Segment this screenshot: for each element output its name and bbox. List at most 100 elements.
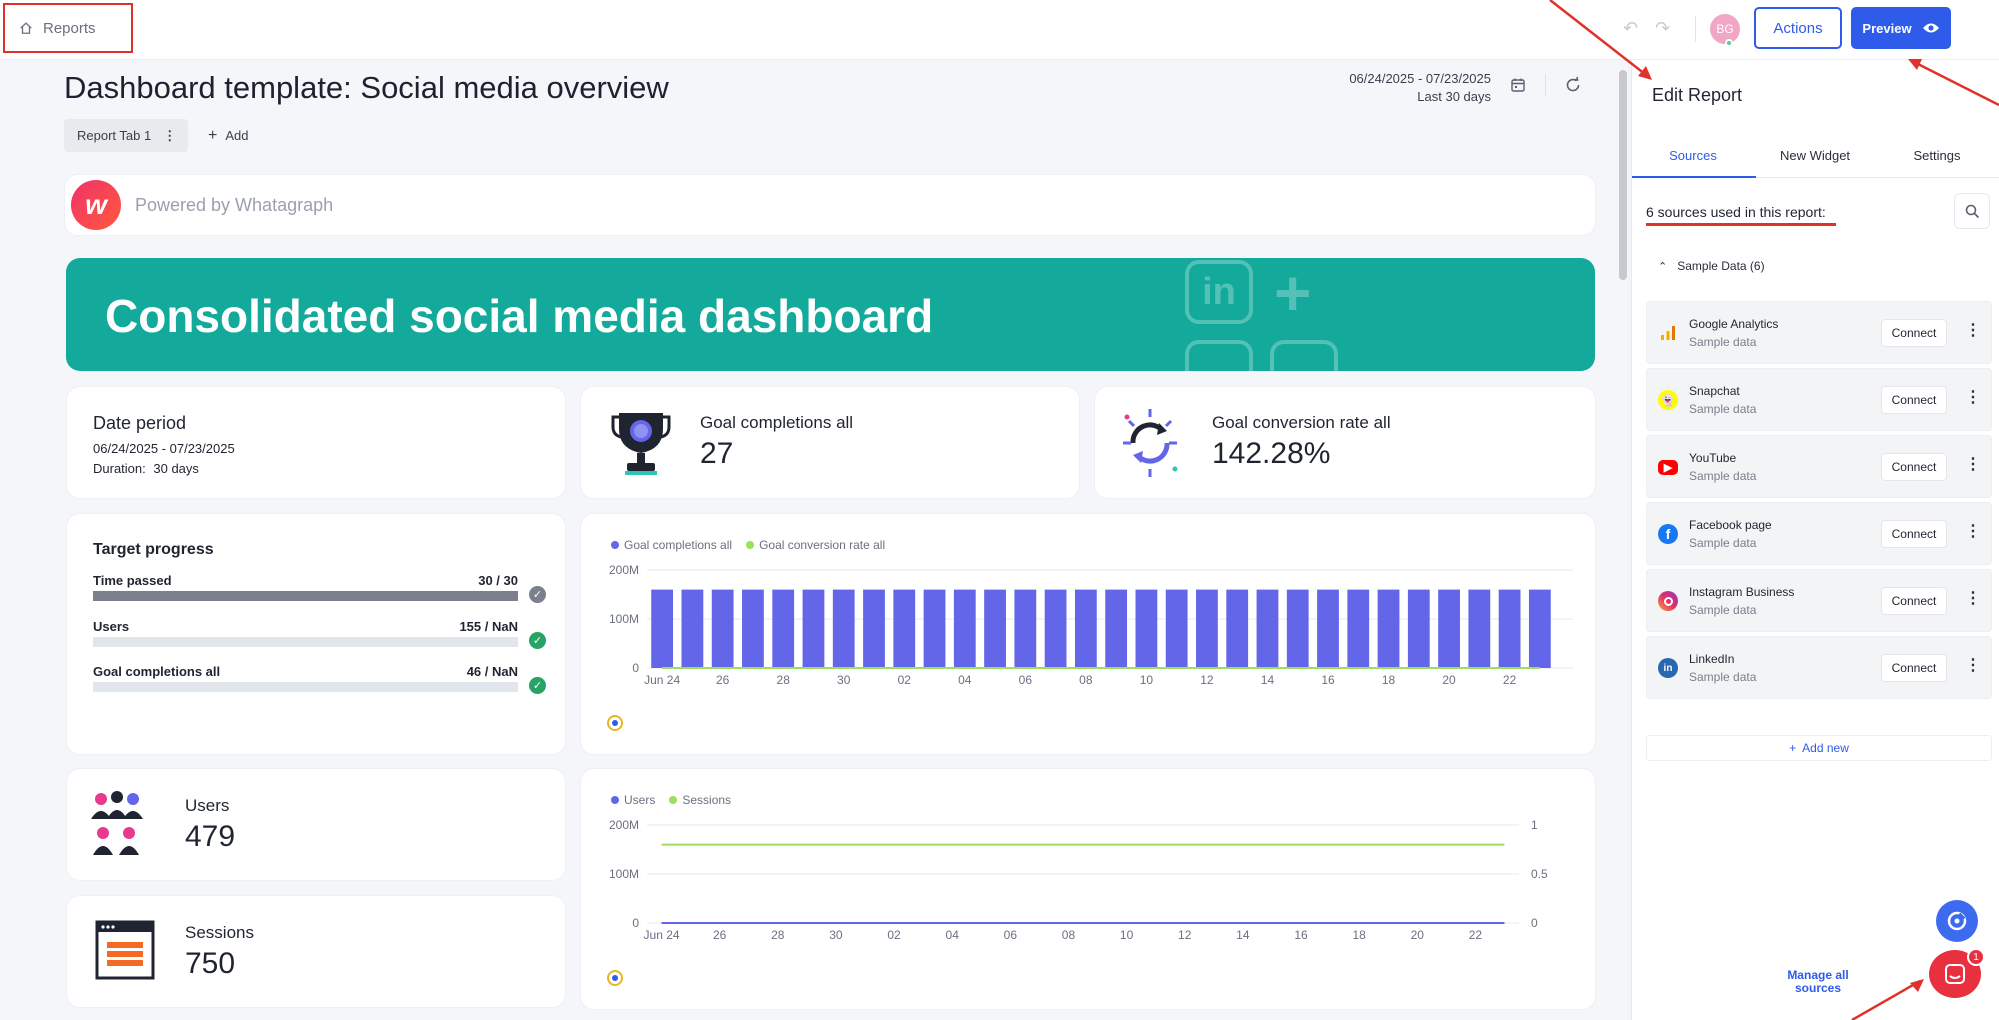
- progress-track: [93, 637, 518, 647]
- y-tick-label: 0: [632, 916, 639, 930]
- bar: [1317, 589, 1339, 668]
- goal-completions-card: Goal completions all 27: [580, 386, 1080, 499]
- assistant-button[interactable]: [1936, 900, 1978, 942]
- date-range-picker[interactable]: 06/24/2025 - 07/23/2025 Last 30 days: [1349, 70, 1491, 106]
- source-item: ▶ YouTube Sample data Connect ⋮: [1646, 435, 1992, 498]
- actions-button[interactable]: Actions: [1754, 7, 1842, 49]
- tab-report-tab-1[interactable]: Report Tab 1 ⋮: [64, 119, 188, 152]
- connect-button[interactable]: Connect: [1881, 587, 1947, 615]
- chart-legend: Users Sessions: [611, 793, 731, 807]
- progress-label: Users: [93, 619, 130, 634]
- y2-tick-label: 0.5: [1531, 867, 1548, 881]
- bar-chart: 200M 100M 0 Jun 24 26 28 30 02 04 06 08 10 12 14 16 18 2…: [609, 564, 1573, 687]
- target-progress-title: Target progress: [93, 541, 214, 558]
- refresh-icon[interactable]: [1564, 76, 1582, 94]
- kebab-icon[interactable]: ⋮: [1965, 657, 1981, 674]
- panel-title: Edit Report: [1652, 85, 1743, 105]
- x-tick-label: Jun 24: [644, 928, 680, 942]
- home-icon: [20, 22, 32, 34]
- legend-label: Sessions: [682, 793, 732, 807]
- kebab-icon[interactable]: ⋮: [1965, 389, 1981, 406]
- breadcrumb-reports[interactable]: Reports: [3, 3, 133, 53]
- connect-button[interactable]: Connect: [1881, 654, 1947, 682]
- x-tick-label: 14: [1261, 673, 1275, 687]
- connect-button[interactable]: Connect: [1881, 520, 1947, 548]
- y-tick-label: 200M: [609, 564, 639, 577]
- x-tick-label: 28: [777, 673, 791, 687]
- annotation-underline: [1646, 223, 1836, 226]
- tab-settings[interactable]: Settings: [1913, 148, 1961, 163]
- preview-label: Preview: [1862, 20, 1912, 36]
- bar: [984, 589, 1006, 668]
- kebab-icon[interactable]: ⋮: [1965, 456, 1981, 473]
- facebook-icon: f: [1658, 524, 1678, 544]
- add-tab-button[interactable]: + Add: [208, 119, 248, 152]
- browser-window-icon: [95, 920, 155, 980]
- legend-item[interactable]: Goal completions all: [611, 538, 732, 552]
- x-tick-label: Jun 24: [644, 673, 680, 687]
- bar: [802, 589, 825, 668]
- bar: [742, 589, 764, 668]
- x-tick-label: 30: [829, 928, 843, 942]
- connect-button[interactable]: Connect: [1881, 319, 1947, 347]
- x-tick-label: 18: [1352, 928, 1366, 942]
- calendar-icon[interactable]: [1510, 77, 1526, 93]
- x-tick-label: 16: [1294, 928, 1308, 942]
- add-new-source-button[interactable]: + Add new: [1646, 735, 1992, 761]
- tab-sources[interactable]: Sources: [1632, 136, 1756, 178]
- search-button[interactable]: [1954, 193, 1990, 229]
- undo-icon[interactable]: ↶: [1623, 18, 1639, 38]
- tab-new-widget[interactable]: New Widget: [1779, 148, 1851, 163]
- users-value: 479: [185, 820, 236, 853]
- bar: [1438, 589, 1460, 668]
- kebab-icon[interactable]: ⋮: [1965, 523, 1981, 540]
- google-analytics-icon: [1661, 326, 1675, 340]
- legend-item[interactable]: Sessions: [669, 793, 731, 807]
- legend-item[interactable]: Goal conversion rate all: [746, 538, 885, 552]
- kebab-icon[interactable]: ⋮: [1965, 590, 1981, 607]
- connect-button[interactable]: Connect: [1881, 453, 1947, 481]
- legend-item[interactable]: Users: [611, 793, 655, 807]
- check-circle-icon: ✓: [529, 586, 546, 603]
- x-tick-label: 04: [946, 928, 960, 942]
- chat-button[interactable]: 1: [1929, 948, 1985, 998]
- tiktok-icon: [1270, 340, 1338, 371]
- online-status-dot: [1725, 39, 1733, 47]
- sample-data-group-toggle[interactable]: ⌃ Sample Data (6): [1658, 259, 1765, 273]
- linkedin-icon: in: [1185, 260, 1253, 324]
- date-range: 06/24/2025 - 07/23/2025: [1349, 71, 1491, 86]
- source-name: Snapchat: [1689, 384, 1740, 398]
- source-sub: Sample data: [1689, 536, 1757, 550]
- data-source-icon[interactable]: [607, 715, 623, 731]
- goal-conversion-value: 142.28%: [1212, 437, 1331, 470]
- users-label: Users: [185, 796, 230, 815]
- bar: [1226, 589, 1249, 668]
- conversion-cycle-icon: [1123, 409, 1178, 477]
- date-period-label: Date period: [93, 413, 187, 433]
- y-tick-label: 100M: [609, 612, 639, 626]
- data-source-icon[interactable]: [607, 970, 623, 986]
- bar: [923, 589, 946, 668]
- avatar[interactable]: BG: [1710, 14, 1740, 47]
- bar: [893, 589, 916, 668]
- scrollbar[interactable]: [1619, 70, 1627, 280]
- linkedin-icon: in: [1658, 658, 1678, 678]
- kebab-icon[interactable]: ⋮: [1965, 322, 1981, 339]
- bar: [1256, 589, 1279, 668]
- x-tick-label: 30: [837, 673, 851, 687]
- bar: [832, 589, 855, 668]
- x-tick-label: 12: [1178, 928, 1192, 942]
- preview-button[interactable]: Preview: [1851, 7, 1951, 49]
- notification-badge: 1: [1967, 948, 1985, 966]
- source-name: Google Analytics: [1689, 317, 1779, 331]
- kebab-icon[interactable]: ⋮: [163, 127, 177, 143]
- manage-all-sources-link[interactable]: Manage all sources: [1787, 968, 1849, 995]
- banner-title: Consolidated social media dashboard: [105, 290, 934, 342]
- whatagraph-logo: w: [71, 180, 121, 230]
- source-name: LinkedIn: [1689, 652, 1735, 666]
- connect-button[interactable]: Connect: [1881, 386, 1947, 414]
- x-tick-label: 20: [1442, 673, 1456, 687]
- divider: [1545, 74, 1546, 96]
- x-tick-label: 26: [716, 673, 730, 687]
- redo-icon[interactable]: ↷: [1655, 18, 1671, 38]
